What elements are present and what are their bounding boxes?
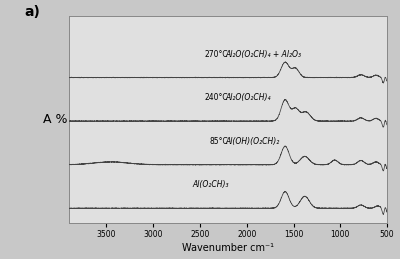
Text: Al₂O(O₂CH)₄ + Al₂O₃: Al₂O(O₂CH)₄ + Al₂O₃ [225, 49, 301, 59]
Text: a): a) [24, 5, 40, 19]
X-axis label: Wavenumber cm⁻¹: Wavenumber cm⁻¹ [182, 243, 274, 254]
Text: Al(OH)(O₂CH)₂: Al(OH)(O₂CH)₂ [225, 137, 280, 146]
Text: 240°C: 240°C [204, 93, 228, 102]
Text: 85°C: 85°C [209, 137, 228, 146]
Text: 270°C: 270°C [204, 49, 228, 59]
Text: Al₂O(O₂CH)₄: Al₂O(O₂CH)₄ [225, 93, 271, 102]
Y-axis label: A %: A % [43, 113, 67, 126]
Text: Al(O₂CH)₃: Al(O₂CH)₃ [192, 180, 228, 189]
